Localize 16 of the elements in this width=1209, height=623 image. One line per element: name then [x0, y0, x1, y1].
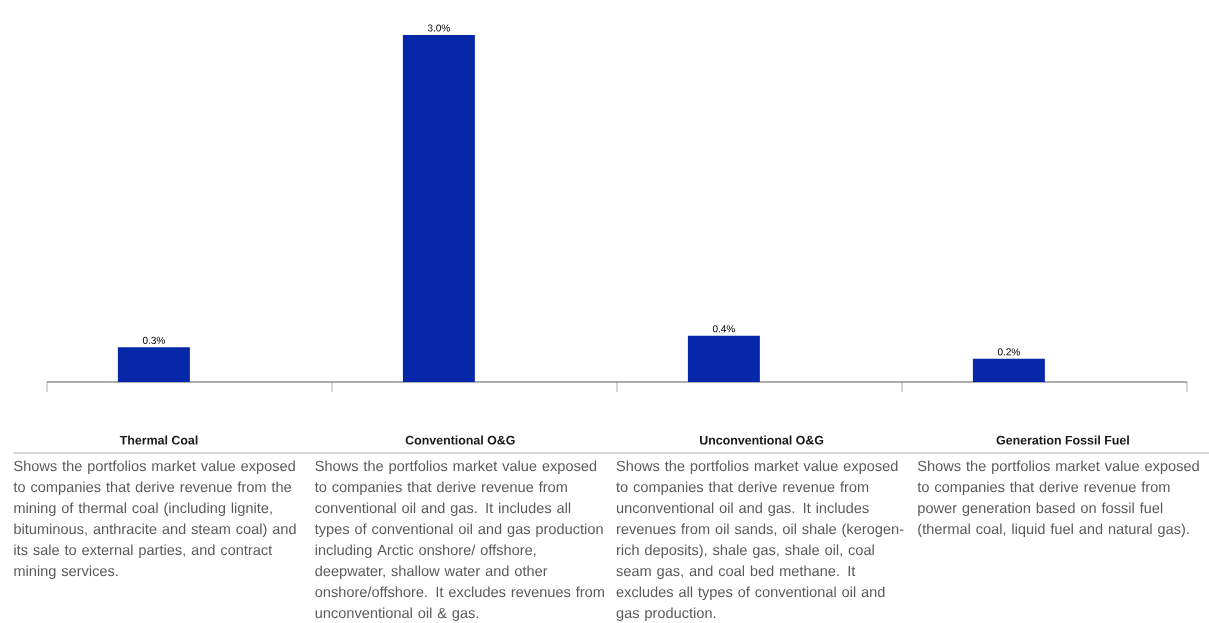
bar: [402, 34, 475, 382]
data-label: 0.2%: [997, 348, 1020, 356]
data-label: 3.0%: [427, 24, 450, 32]
bar: [117, 347, 190, 382]
x-tick-label: Thermal Coal: [119, 435, 198, 445]
x-tick-label: Conventional O&G: [405, 435, 515, 445]
text: Shows the portfolios market value exposed to companies that derive revenue from conventional oil and gas. It includes all types of conventional oil and gas production including Arctic onshore/ offshore, deepwater, shallow water and other onshore/offshore. It excludes revenues from unconventional oil & gas.: [314, 460, 604, 621]
bar: [972, 358, 1045, 382]
x-tick-label: Unconventional O&G: [700, 435, 824, 445]
bar: [687, 335, 760, 382]
text: Shows the portfolios market value exposed to companies that derive revenue from unconventional oil and gas. It includes revenues from oil sands, oil shale (kerogen-rich deposits), shale gas, shale oil, coal seam gas, and coal bed methane. It excludes all types of conventional oil and gas production.: [616, 460, 904, 621]
x-tick-label: Generation Fossil Fuel: [996, 435, 1129, 445]
text: Shows the portfolios market value exposed to companies that derive revenue from the mining of thermal coal (including lignite, bituminous, anthracite and steam coal) and its sale to external parties, and contract mining services.: [13, 460, 296, 579]
text: Shows the portfolios market value exposed to companies that derive revenue from power generation based on fossil fuel (thermal coal, liquid fuel and natural gas).: [917, 460, 1199, 537]
data-label: 0.3%: [142, 336, 165, 344]
data-label: 0.4%: [712, 325, 735, 333]
